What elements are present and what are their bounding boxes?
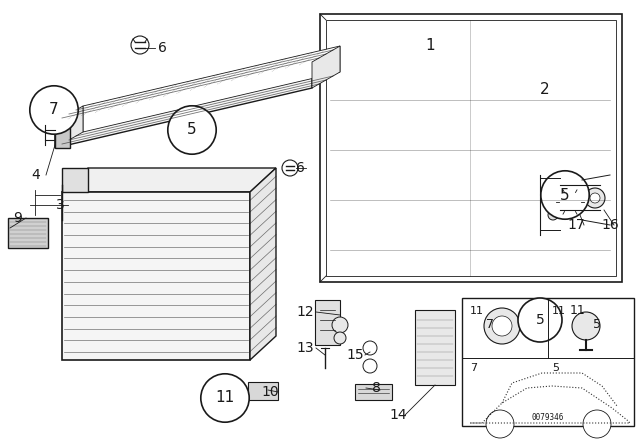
Circle shape — [541, 171, 589, 219]
Polygon shape — [355, 384, 392, 400]
Text: 8: 8 — [372, 381, 380, 395]
Circle shape — [201, 374, 249, 422]
Text: 7: 7 — [49, 103, 59, 117]
Text: 11: 11 — [570, 303, 586, 316]
Text: 1: 1 — [425, 38, 435, 52]
Polygon shape — [312, 46, 340, 88]
Circle shape — [546, 181, 560, 195]
Circle shape — [548, 210, 558, 220]
Text: 5: 5 — [593, 319, 601, 332]
Polygon shape — [326, 20, 616, 276]
Circle shape — [564, 196, 576, 208]
Polygon shape — [62, 168, 276, 192]
Text: 11: 11 — [470, 306, 484, 316]
Polygon shape — [55, 106, 83, 148]
Circle shape — [492, 316, 512, 336]
Text: 7: 7 — [486, 319, 494, 332]
Circle shape — [30, 86, 78, 134]
Bar — [462, 298, 634, 426]
Circle shape — [168, 106, 216, 154]
Circle shape — [484, 308, 520, 344]
Polygon shape — [55, 122, 70, 148]
Polygon shape — [415, 310, 455, 385]
Circle shape — [363, 359, 377, 373]
Text: 5: 5 — [552, 363, 559, 373]
Text: 16: 16 — [601, 218, 619, 232]
Circle shape — [282, 160, 298, 176]
Text: 14: 14 — [389, 408, 407, 422]
Text: 17: 17 — [567, 218, 585, 232]
Circle shape — [585, 188, 605, 208]
Text: 5: 5 — [560, 188, 570, 202]
Polygon shape — [62, 168, 88, 192]
Circle shape — [558, 190, 582, 214]
Polygon shape — [315, 300, 340, 345]
Text: 9: 9 — [13, 211, 22, 225]
Text: 11: 11 — [552, 306, 566, 316]
Circle shape — [131, 36, 149, 54]
Polygon shape — [320, 14, 622, 282]
Text: 15: 15 — [346, 348, 364, 362]
Polygon shape — [8, 218, 48, 248]
Text: 6: 6 — [296, 161, 305, 175]
Circle shape — [334, 332, 346, 344]
Text: 6: 6 — [157, 41, 166, 55]
Text: 5: 5 — [187, 122, 197, 138]
Text: 3: 3 — [56, 198, 65, 212]
Circle shape — [518, 298, 562, 342]
Polygon shape — [250, 168, 276, 360]
Text: 5: 5 — [536, 313, 545, 327]
Polygon shape — [55, 62, 312, 148]
Circle shape — [583, 410, 611, 438]
Text: 2: 2 — [540, 82, 550, 98]
Polygon shape — [83, 46, 340, 132]
Polygon shape — [248, 382, 278, 400]
Text: 13: 13 — [296, 341, 314, 355]
Text: 7: 7 — [470, 363, 477, 373]
Text: 11: 11 — [216, 391, 235, 405]
Circle shape — [590, 193, 600, 203]
Text: 4: 4 — [31, 168, 40, 182]
Circle shape — [332, 317, 348, 333]
Circle shape — [486, 410, 514, 438]
Polygon shape — [62, 192, 250, 360]
Text: 10: 10 — [261, 385, 279, 399]
Circle shape — [363, 341, 377, 355]
Circle shape — [547, 194, 559, 206]
Text: 12: 12 — [296, 305, 314, 319]
Circle shape — [572, 312, 600, 340]
Text: 0079346: 0079346 — [532, 413, 564, 422]
